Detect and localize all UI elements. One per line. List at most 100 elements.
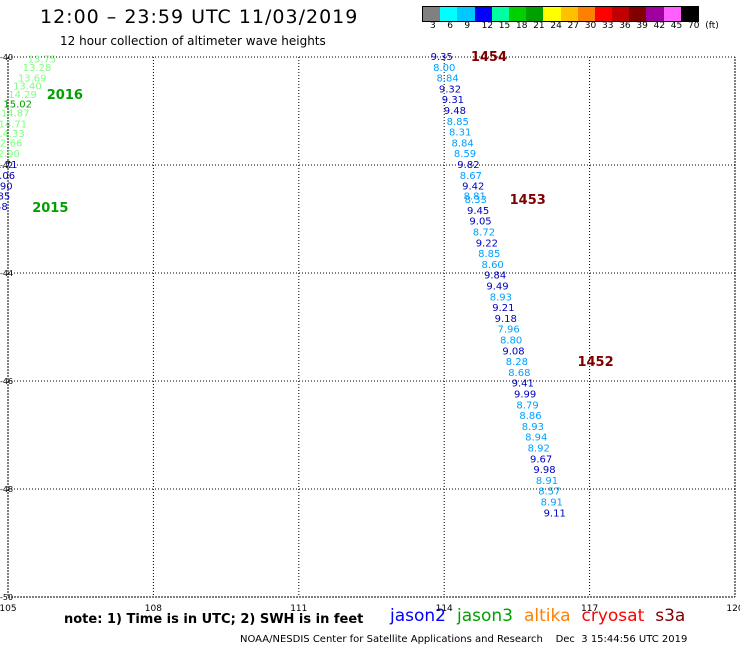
color-scale-label: 9 [464,21,471,31]
wave-height-label: 9.98 [533,465,555,476]
y-tick-label: -40 [0,53,13,62]
wave-height-label: 9.99 [514,390,536,401]
color-scale-label: 24 [550,21,562,31]
wave-height-label: 11.85 [0,191,10,202]
x-tick-label: 114 [436,604,453,614]
wave-height-label: 8.68 [508,368,530,379]
track: 9.459.058.729.228.858.609.849.498.939.21… [467,193,546,368]
y-tick-label: -50 [0,593,13,602]
color-swatch [491,7,509,21]
wave-height-label: 14.87 [1,109,30,120]
satellite-legend-item: jason2 [390,606,446,626]
wave-height-label: 8.93 [490,292,512,303]
color-scale-label: 36 [619,21,631,31]
color-swatch [612,7,630,21]
footer-note: note: 1) Time is in UTC; 2) SWH is in fe… [64,612,364,627]
x-tick-label: 111 [290,604,307,614]
color-swatch [577,7,595,21]
wave-height-label: 11.71 [0,160,17,171]
wave-height-label: 8.28 [506,357,528,368]
wave-height-label: 8.81 [464,191,486,202]
track: 11.7111.0611.9011.8510.48 2015 [0,160,68,216]
color-scale-label: 33 [602,21,614,31]
wave-height-label: 9.84 [484,271,506,282]
color-swatch [543,7,561,21]
wave-height-label: 9.08 [502,346,524,357]
wave-height-label: 12.66 [0,138,22,149]
wave-height-label: 8.57 [538,487,560,498]
color-scale-label: 30 [584,21,597,31]
axis-ticks: 105 108 111 114 117 120 -40 -42 -44 -46 -48 -50 [0,53,740,614]
wave-height-label: 13.69 [18,74,47,85]
color-swatch [663,7,681,21]
color-scale-label: 6 [447,21,453,31]
wave-height-label: 9.41 [512,379,534,390]
color-swatch [629,7,647,21]
wave-height-label: 9.32 [439,84,461,95]
wave-height-label: 8.67 [460,171,482,182]
wave-height-label: 9.31 [442,95,464,106]
color-scale-label: 21 [533,21,545,31]
wave-height-label: 14.29 [8,90,37,101]
color-scale-label: 39 [636,21,648,31]
color-scale-bar [422,6,699,22]
wave-height-label: 11.06 [0,171,15,182]
x-tick-label: 108 [145,604,162,614]
wave-height-label: 9.11 [544,508,566,519]
color-scale-label: 45 [670,21,683,31]
x-tick-label: 117 [581,604,598,614]
satellite-legend-item: jason3 [457,606,513,626]
wave-height-label: 9.45 [467,206,489,217]
wave-height-label: 8.31 [449,128,471,139]
satellite-tracks: 13.7513.2813.6913.4014.2915.0214.8714.71… [0,50,614,519]
wave-height-label: 8.33 [465,195,487,206]
map-grid [7,56,736,598]
color-swatch [680,7,698,21]
wave-height-label: 12.90 [0,149,20,160]
y-tick-label: -48 [0,485,13,494]
wave-height-label: 13.75 [28,55,57,66]
satellite-legend-item: cryosat [581,606,645,626]
color-scale-label: 12 [481,21,494,31]
track-time-label: 1452 [577,355,613,370]
wave-height-label: 9.67 [530,454,552,465]
wave-height-label: 8.79 [516,400,538,411]
wave-height-label: 9.42 [462,182,484,193]
wave-height-label: 9.35 [431,52,453,63]
satellite-legend-item: altika [524,606,571,626]
wave-height-label: 10.48 [0,202,8,213]
wave-height-label: 9.82 [457,160,479,171]
wave-height-label: 8.85 [478,249,500,260]
wave-height-label: 8.85 [447,117,469,128]
color-scale-label: (ft) [705,21,719,31]
color-scale-label: 27 [567,21,580,31]
color-scale-labels: 3 6 9 12 15 18 21 24 27 30 33 36 39 42 45 70 (ft) [422,21,740,33]
y-tick-label: -44 [0,269,13,278]
color-swatch [594,7,613,21]
wave-height-label: 14.33 [0,129,25,140]
wave-height-label: 13.40 [13,82,42,93]
wave-height-label: 9.18 [495,314,517,325]
wave-height-label: 15.02 [3,100,32,111]
x-tick-label: 105 [0,604,17,614]
wave-height-label: 11.90 [0,182,13,193]
wave-height-label: 8.60 [482,260,504,271]
wave-height-label: 7.96 [498,325,520,336]
track-time-label: 1453 [510,193,546,208]
color-scale-label: 15 [498,21,511,31]
track: 8.689.419.998.798.868.938.948.929.679.98… [508,355,613,519]
wave-height-label: 9.05 [469,217,491,228]
wave-height-label: 9.22 [476,238,498,249]
wave-height-label: 8.84 [451,138,473,149]
wave-height-label: 8.00 [433,63,455,74]
wave-height-label: 8.84 [436,74,458,85]
color-swatch [526,7,544,21]
wave-height-label: 8.86 [519,411,541,422]
track-time-label: 1454 [471,50,507,65]
page-subtitle: 12 hour collection of altimeter wave hei… [60,34,326,48]
color-swatch [646,7,664,21]
color-scale-label: 42 [653,21,666,31]
wave-height-label: 13.28 [23,63,52,74]
color-swatch [440,7,458,21]
